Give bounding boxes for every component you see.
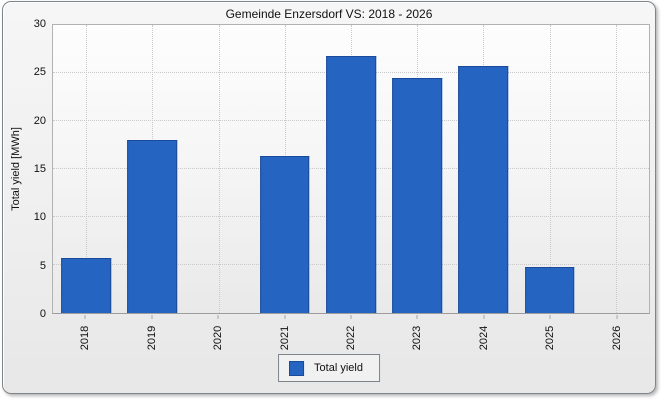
x-tick-label: 2024 <box>477 325 490 351</box>
x-tick-label: 2023 <box>411 325 424 351</box>
x-tick-label: 2021 <box>278 325 291 351</box>
bar-2022 <box>326 55 376 313</box>
x-tick-label: 2020 <box>212 325 225 351</box>
x-tick-mark <box>350 315 352 319</box>
plot-area <box>52 24 650 314</box>
x-tick-mark <box>549 315 551 319</box>
bar-2023 <box>392 77 443 313</box>
x-tick-mark <box>84 315 86 319</box>
bar-2021 <box>259 155 310 313</box>
y-tick-label: 5 <box>39 259 46 272</box>
x-tick-mark <box>284 315 286 319</box>
bar-2025 <box>524 266 575 313</box>
y-tick-label: 20 <box>33 114 46 127</box>
y-tick-label: 25 <box>33 66 46 79</box>
gridline-vertical <box>86 25 88 313</box>
legend-label: Total yield <box>314 362 363 374</box>
chart-panel: Gemeinde Enzersdorf VS: 2018 - 2026 Tota… <box>2 1 656 394</box>
x-tick-label: 2025 <box>544 325 557 351</box>
x-tick-mark <box>416 315 418 319</box>
x-tick-label: 2018 <box>79 325 92 351</box>
gridline-vertical <box>615 25 617 313</box>
gridline-vertical <box>218 25 220 313</box>
x-tick-mark <box>217 315 219 319</box>
x-tick-label: 2019 <box>145 325 158 351</box>
x-axis-tick-labels: 2018 2019 2020 2021 2022 2023 2024 2025 2026 <box>52 314 650 360</box>
y-tick-label: 15 <box>33 163 46 175</box>
x-tick-label: 2022 <box>345 325 357 351</box>
bar-2018 <box>61 258 111 313</box>
y-tick-label: 0 <box>39 308 46 320</box>
bar-2019 <box>127 140 178 313</box>
bar-2024 <box>458 66 509 313</box>
x-tick-label: 2026 <box>610 325 623 351</box>
legend: Total yield <box>278 354 380 382</box>
gridline-vertical <box>549 25 551 313</box>
x-tick-mark <box>616 315 618 319</box>
x-tick-mark <box>483 315 485 319</box>
legend-swatch-total-yield <box>289 360 305 376</box>
x-tick-mark <box>151 315 153 319</box>
y-tick-label: 10 <box>33 211 46 224</box>
chart-title: Gemeinde Enzersdorf VS: 2018 - 2026 <box>225 7 433 21</box>
y-axis-tick-labels: 0 5 10 15 20 25 30 <box>3 18 46 320</box>
y-tick-label: 30 <box>33 18 46 30</box>
